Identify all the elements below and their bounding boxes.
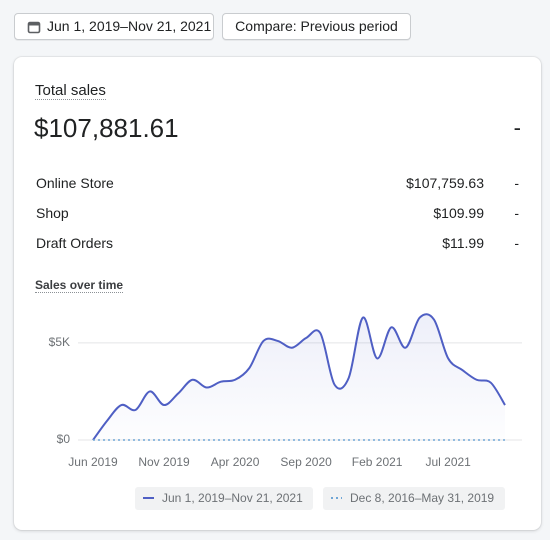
line	[92, 313, 506, 441]
x-tick-label: Sep 2020	[280, 455, 332, 469]
legend-box[interactable]	[323, 487, 505, 510]
card: Total sales $107,881.61 - Online Store $1…	[14, 57, 541, 530]
y-tick-label: $5K	[49, 335, 70, 349]
legend-box[interactable]	[135, 487, 313, 510]
y-tick-label: $0	[57, 432, 71, 446]
x-tick-label: Jun 2019	[68, 455, 118, 469]
x-tick-label: Jul 2021	[425, 455, 471, 469]
chart-title: Sales over time	[35, 278, 124, 293]
total: $107,881.61	[34, 113, 179, 143]
compare-button[interactable]: Compare: Previous period	[222, 13, 411, 40]
row-value: $107,759.63	[406, 175, 484, 191]
legend-label: Jun 1, 2019–Nov 21, 2021	[162, 491, 303, 505]
row-value: $11.99	[442, 235, 484, 251]
compare-label: Compare: Previous period	[235, 18, 398, 34]
row-label: Draft Orders	[36, 235, 114, 251]
date-range-button[interactable]: Jun 1, 2019–Nov 21, 2021	[14, 13, 214, 40]
row-change: -	[514, 205, 519, 221]
row-change: -	[514, 235, 519, 251]
area	[93, 314, 505, 440]
calendar-icon	[27, 21, 41, 34]
legend-label: Dec 8, 2016–May 31, 2019	[350, 491, 494, 505]
row-value: $109.99	[433, 205, 484, 221]
card-title: Total sales	[35, 82, 106, 100]
x-tick-label: Feb 2021	[352, 455, 403, 469]
row-label: Online Store	[36, 175, 114, 191]
x-tick-label: Nov 2019	[138, 455, 190, 469]
x-tick-label: Apr 2020	[211, 455, 260, 469]
row-label: Shop	[36, 205, 69, 221]
row-change: -	[514, 175, 519, 191]
total-change: -	[513, 115, 521, 140]
date-range: Jun 1, 2019–Nov 21, 2021	[47, 18, 212, 34]
